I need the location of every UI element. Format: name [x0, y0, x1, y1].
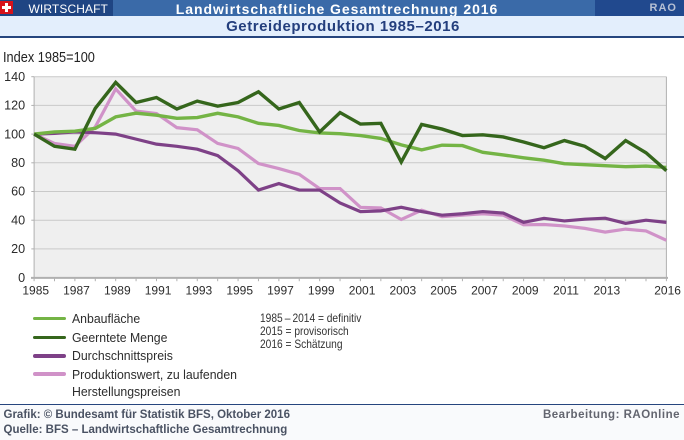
svg-text:2003: 2003: [389, 284, 416, 298]
svg-text:1987: 1987: [63, 284, 90, 298]
svg-text:80: 80: [11, 156, 25, 170]
svg-text:1985: 1985: [22, 284, 49, 298]
svg-text:2001: 2001: [349, 284, 376, 298]
svg-text:1995: 1995: [226, 284, 253, 298]
svg-text:2013: 2013: [593, 284, 620, 298]
svg-text:1997: 1997: [267, 284, 294, 298]
svg-text:100: 100: [4, 127, 25, 141]
svg-text:120: 120: [4, 99, 25, 113]
svg-text:2007: 2007: [471, 284, 498, 298]
svg-text:2016: 2016: [654, 284, 681, 298]
svg-text:20: 20: [11, 242, 25, 256]
svg-text:2011: 2011: [553, 284, 579, 298]
svg-text:1993: 1993: [186, 284, 213, 298]
svg-text:1999: 1999: [308, 284, 335, 298]
svg-text:1989: 1989: [104, 284, 131, 298]
svg-text:1991: 1991: [145, 284, 172, 298]
svg-text:60: 60: [11, 185, 25, 199]
svg-text:0: 0: [18, 271, 25, 285]
svg-text:40: 40: [11, 213, 25, 227]
svg-text:2009: 2009: [512, 284, 539, 298]
svg-text:2005: 2005: [430, 284, 457, 298]
svg-text:140: 140: [4, 70, 25, 84]
